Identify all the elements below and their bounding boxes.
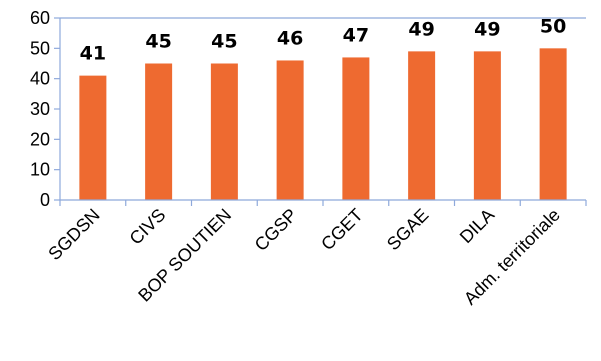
bar bbox=[408, 51, 436, 200]
data-label: 45 bbox=[211, 31, 237, 53]
bar bbox=[145, 63, 173, 200]
bar bbox=[210, 63, 238, 200]
y-tick-label: 40 bbox=[30, 69, 50, 89]
x-category-label: SGAE bbox=[383, 205, 433, 255]
y-tick-label: 50 bbox=[30, 38, 50, 58]
bar bbox=[276, 60, 304, 200]
bar bbox=[342, 57, 370, 200]
y-tick-label: 30 bbox=[30, 99, 50, 119]
x-category-label: DILA bbox=[456, 205, 498, 247]
data-label: 41 bbox=[80, 43, 106, 65]
data-labels: 41 45 45 46 47 49 49 50 bbox=[80, 15, 567, 64]
x-category-label: SGDSN bbox=[44, 205, 103, 264]
y-axis-ticks: 0 10 20 30 40 50 60 bbox=[30, 8, 60, 210]
x-category-label: CGSP bbox=[251, 205, 301, 255]
bar bbox=[473, 51, 501, 200]
y-tick-label: 20 bbox=[30, 129, 50, 149]
bar bbox=[79, 75, 107, 200]
y-tick-label: 0 bbox=[40, 190, 50, 210]
data-label: 45 bbox=[145, 31, 171, 53]
x-category-label: CGET bbox=[317, 205, 367, 255]
axes bbox=[59, 17, 587, 206]
data-label: 49 bbox=[408, 18, 434, 40]
data-label: 47 bbox=[343, 24, 369, 46]
data-label: 50 bbox=[540, 15, 566, 37]
data-label: 46 bbox=[277, 27, 303, 49]
bar bbox=[539, 48, 567, 201]
x-category-label: CIVS bbox=[126, 205, 170, 249]
bars bbox=[79, 48, 567, 201]
y-tick-label: 60 bbox=[30, 8, 50, 28]
y-tick-label: 10 bbox=[30, 160, 50, 180]
data-label: 49 bbox=[474, 18, 500, 40]
